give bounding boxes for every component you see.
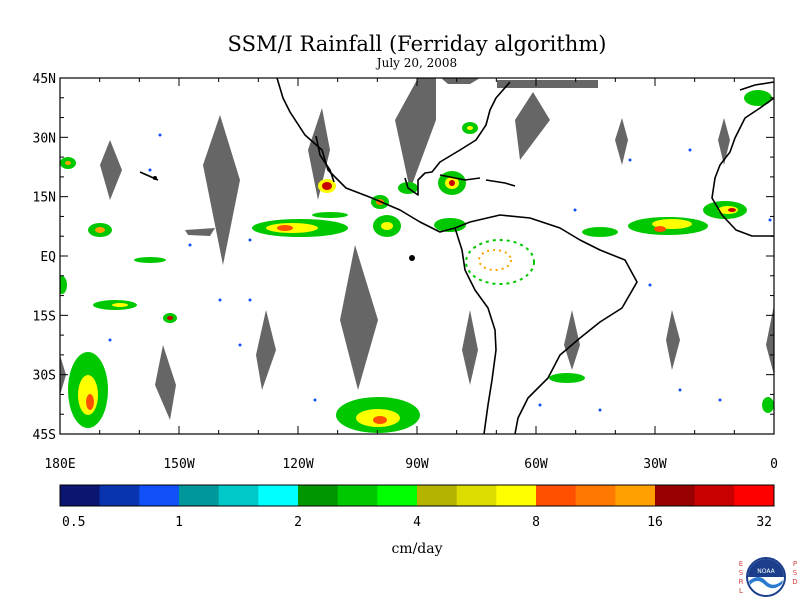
map-title: SSM/I Rainfall (Ferriday algorithm) bbox=[227, 32, 607, 56]
colorbar-swatch-5 bbox=[258, 485, 299, 506]
colorbar-swatch-4 bbox=[218, 485, 259, 506]
colorbar-label-1: 1 bbox=[175, 515, 183, 530]
lat-label-0: 45N bbox=[33, 72, 56, 87]
colorbar-swatch-12 bbox=[536, 485, 577, 506]
colorbar-swatch-8 bbox=[377, 485, 418, 506]
colorbar-swatch-10 bbox=[456, 485, 497, 506]
lat-label-2: 15N bbox=[33, 191, 56, 206]
colorbar-swatch-1 bbox=[99, 485, 140, 506]
lat-label-6: 45S bbox=[33, 428, 56, 443]
colorbar-label-4: 8 bbox=[532, 515, 540, 530]
light-rain-dots bbox=[108, 133, 772, 412]
colorbar-swatch-9 bbox=[417, 485, 458, 506]
lon-label-3: 90W bbox=[405, 457, 429, 472]
colorbar-swatch-17 bbox=[734, 485, 775, 506]
lon-label-4: 60W bbox=[524, 457, 548, 472]
map-date: July 20, 2008 bbox=[376, 56, 458, 70]
lat-label-5: 30S bbox=[33, 369, 56, 384]
lon-label-0: 180E bbox=[44, 457, 75, 472]
colorbar-labels: 0.5 1 2 4 8 16 32 bbox=[62, 515, 772, 530]
lat-label-3: EQ bbox=[40, 250, 56, 265]
lon-label-2: 120W bbox=[282, 457, 313, 472]
longitude-labels: 180E 150W 120W 90W 60W 30W 0 bbox=[44, 457, 778, 472]
lat-label-1: 30N bbox=[33, 131, 56, 146]
colorbar-swatch-16 bbox=[694, 485, 735, 506]
colorbar-label-0: 0.5 bbox=[62, 515, 85, 530]
lon-label-1: 150W bbox=[163, 457, 194, 472]
colorbar-swatch-15 bbox=[655, 485, 696, 506]
colorbar bbox=[59, 484, 775, 507]
coastlines bbox=[139, 78, 774, 434]
svg-text:NOAA: NOAA bbox=[757, 568, 775, 575]
colorbar-swatch-11 bbox=[496, 485, 537, 506]
colorbar-label-3: 4 bbox=[413, 515, 421, 530]
orbit-gap-swaths bbox=[60, 78, 774, 420]
colorbar-frame bbox=[59, 484, 775, 507]
colorbar-swatch-2 bbox=[139, 485, 180, 506]
colorbar-label-5: 16 bbox=[647, 515, 663, 530]
colorbar-label-6: 32 bbox=[756, 515, 772, 530]
lon-label-6: 0 bbox=[770, 457, 778, 472]
colorbar-swatch-6 bbox=[298, 485, 339, 506]
latitude-labels: 45N 30N 15N EQ 15S 30S 45S bbox=[33, 72, 57, 443]
colorbar-swatch-13 bbox=[575, 485, 616, 506]
colorbar-label-2: 2 bbox=[294, 515, 302, 530]
colorbar-swatch-3 bbox=[179, 485, 220, 506]
map-plot-area bbox=[60, 78, 774, 434]
axis-ticks bbox=[59, 77, 775, 435]
noaa-logo: NOAA bbox=[735, 556, 797, 598]
rainfall-patches bbox=[60, 90, 774, 433]
colorbar-swatch-7 bbox=[337, 485, 378, 506]
colorbar-swatch-0 bbox=[60, 485, 101, 506]
colorbar-units: cm/day bbox=[391, 541, 443, 557]
colorbar-swatch-14 bbox=[615, 485, 656, 506]
lat-label-4: 15S bbox=[33, 309, 56, 324]
lon-label-5: 30W bbox=[643, 457, 667, 472]
